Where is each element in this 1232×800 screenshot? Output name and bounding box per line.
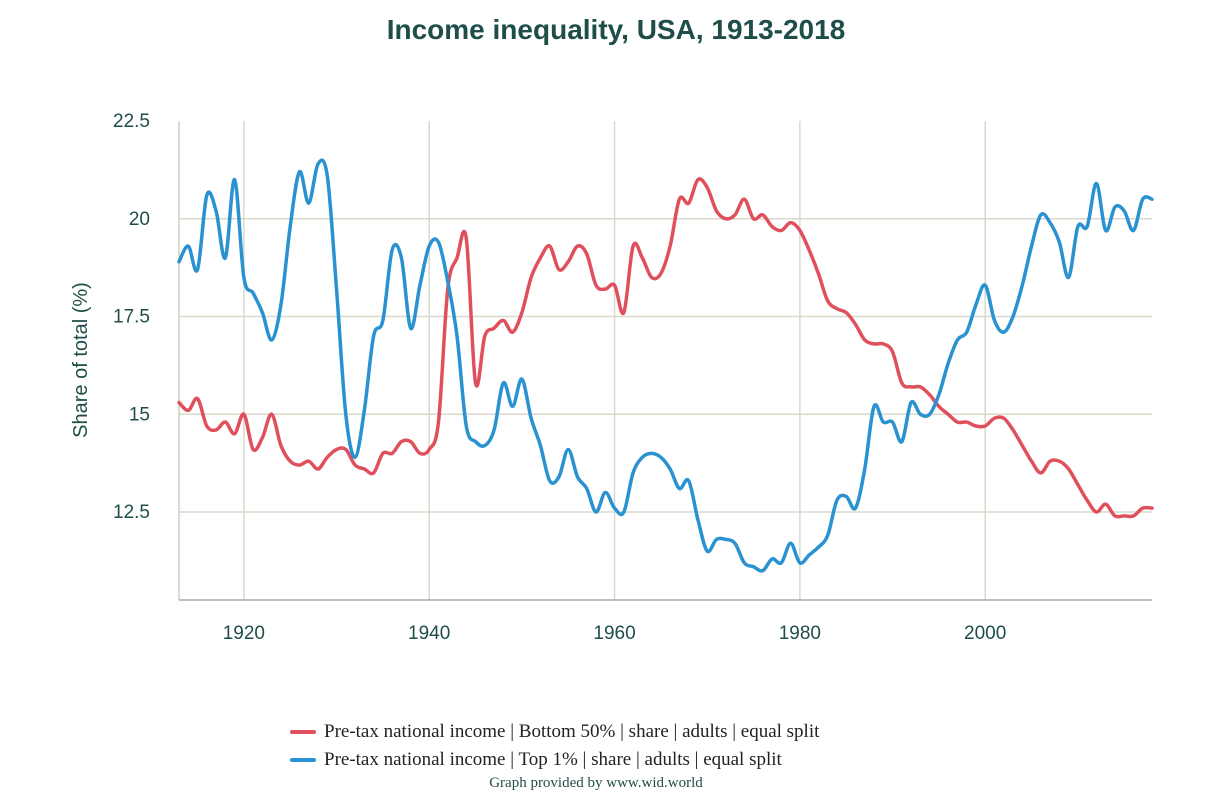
x-tick-label: 1920 xyxy=(223,623,265,644)
legend: Pre-tax national income | Bottom 50% | s… xyxy=(290,718,819,774)
x-tick-label: 1940 xyxy=(408,623,450,644)
x-tick-label: 2000 xyxy=(964,623,1006,644)
y-tick-label: 22.5 xyxy=(113,111,150,132)
legend-swatch-bottom-50 xyxy=(290,730,316,734)
legend-item-bottom-50[interactable]: Pre-tax national income | Bottom 50% | s… xyxy=(290,718,819,746)
legend-swatch-top-1 xyxy=(290,758,316,762)
legend-label-bottom-50: Pre-tax national income | Bottom 50% | s… xyxy=(324,721,820,742)
y-tick-label: 20 xyxy=(129,209,150,230)
chart-title: Income inequality, USA, 1913-2018 xyxy=(386,14,846,45)
legend-item-top-1[interactable]: Pre-tax national income | Top 1% | share… xyxy=(290,746,819,774)
series-line-bottom-50[interactable] xyxy=(177,177,1154,519)
y-tick-label: 15 xyxy=(129,404,150,425)
credit-link[interactable]: Graph provided by www.wid.world xyxy=(489,775,703,791)
y-tick-label: 12.5 xyxy=(113,502,150,523)
x-tick-label: 1980 xyxy=(779,623,821,644)
x-tick-label: 1960 xyxy=(593,623,635,644)
y-axis-label: Share of total (%) xyxy=(70,282,92,438)
y-tick-label: 17.5 xyxy=(113,307,150,328)
legend-label-top-1: Pre-tax national income | Top 1% | share… xyxy=(324,749,782,770)
series-line-top-1[interactable] xyxy=(177,158,1154,573)
